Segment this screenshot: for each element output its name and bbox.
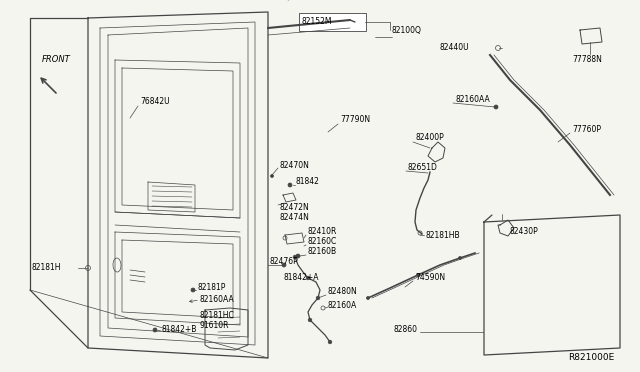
Circle shape: [458, 257, 461, 260]
Text: 82181H: 82181H: [32, 263, 61, 273]
Text: 82476P: 82476P: [270, 257, 299, 266]
Text: 82152M: 82152M: [302, 17, 333, 26]
Text: 82480N: 82480N: [328, 288, 358, 296]
Circle shape: [494, 105, 498, 109]
Text: 82474N: 82474N: [280, 214, 310, 222]
Text: 82860: 82860: [393, 326, 417, 334]
Text: 82440U: 82440U: [440, 44, 470, 52]
Text: 82160A: 82160A: [328, 301, 357, 310]
Circle shape: [296, 254, 300, 258]
Text: 82651D: 82651D: [408, 164, 438, 173]
Text: 82160B: 82160B: [308, 247, 337, 257]
Circle shape: [328, 340, 332, 344]
Circle shape: [306, 276, 310, 280]
Text: 77760P: 77760P: [572, 125, 601, 135]
Text: 77788N: 77788N: [572, 55, 602, 64]
Text: 81842+A: 81842+A: [283, 273, 319, 282]
Text: R821000E: R821000E: [568, 353, 614, 362]
Text: 74590N: 74590N: [415, 273, 445, 282]
Text: 82181HC: 82181HC: [200, 311, 235, 320]
Circle shape: [367, 296, 369, 299]
Circle shape: [293, 255, 297, 259]
Text: 82470N: 82470N: [280, 160, 310, 170]
Text: 82410R: 82410R: [308, 228, 337, 237]
Circle shape: [417, 273, 419, 276]
Circle shape: [316, 296, 320, 300]
Text: 82160AA: 82160AA: [455, 96, 490, 105]
Text: 82430P: 82430P: [510, 228, 539, 237]
Text: 82160C: 82160C: [308, 237, 337, 247]
Text: FRONT: FRONT: [42, 55, 71, 64]
Text: 76842U: 76842U: [140, 97, 170, 106]
Text: 77790N: 77790N: [340, 115, 370, 125]
Text: 91610R: 91610R: [200, 321, 230, 330]
Text: 82400P: 82400P: [415, 134, 444, 142]
Text: 82100Q: 82100Q: [392, 26, 422, 35]
Circle shape: [282, 263, 286, 267]
Circle shape: [288, 183, 292, 187]
Circle shape: [191, 288, 195, 292]
Circle shape: [271, 174, 273, 177]
Text: 82160AA: 82160AA: [200, 295, 235, 305]
Text: 82181HB: 82181HB: [426, 231, 461, 240]
FancyBboxPatch shape: [299, 13, 366, 31]
Circle shape: [308, 318, 312, 322]
Text: 81842+B: 81842+B: [162, 326, 197, 334]
Circle shape: [153, 328, 157, 332]
Text: 82472N: 82472N: [280, 203, 310, 212]
Text: 82181P: 82181P: [198, 283, 227, 292]
Text: 81842: 81842: [295, 177, 319, 186]
